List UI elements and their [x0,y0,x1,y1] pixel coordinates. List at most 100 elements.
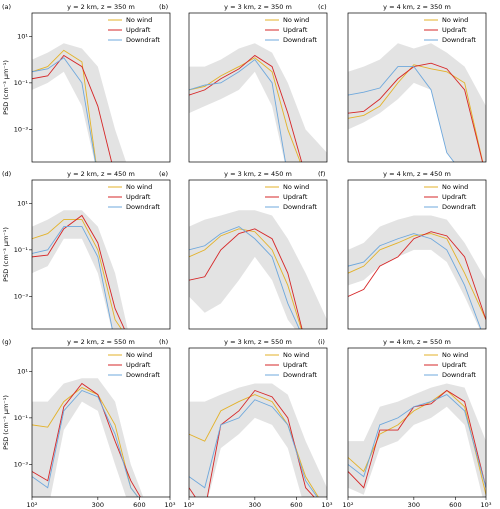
y-axis-label: PSD (cm⁻³ µm⁻¹) [2,227,10,282]
series-line [348,394,486,488]
plot-area [348,383,486,497]
y-tick-label: 10¹ [17,32,28,40]
series-line [32,389,139,497]
x-tick-label: 10³ [322,501,333,509]
x-tick-label: 300 [408,501,420,509]
series-line [32,49,97,162]
x-tick-label: 600 [133,501,145,509]
panel-title: y = 3 km, z = 350 m [224,3,292,11]
axes-frame [31,347,171,498]
y-tick-label: 10⁻³ [14,125,29,133]
plot-area [189,383,327,497]
panel-title: y = 2 km, z = 350 m [67,3,135,11]
range-band [32,43,127,162]
panel: (b) y = 3 km, z = 350 m No wind Updraft Down… [159,3,328,163]
series-line [348,233,486,320]
panel: (f) y = 4 km, z = 450 m No wind Updraft Down… [318,170,487,330]
axes-frame [347,12,487,163]
series-line [32,214,125,329]
panel-label: (g) [2,338,11,346]
panel: (e) y = 3 km, z = 450 m No wind Updraft Down… [159,170,328,330]
panel-label: (f) [318,170,325,178]
panel: 10² 300 600 10³ (h) y = 3 km, z = 550 m No win… [159,338,333,509]
series-line [32,219,122,329]
x-tick-label: 600 [290,501,302,509]
series-line [32,226,113,329]
x-tick-label: 10² [343,501,354,509]
legend-label: No wind [442,16,468,24]
legend-label: Downdraft [442,371,476,379]
panel-title: y = 4 km, z = 550 m [383,338,451,346]
plot-area [189,43,327,162]
series-line [348,66,455,162]
legend-label: Updraft [442,26,467,34]
x-tick-label: 10² [27,501,38,509]
axes-frame [347,179,487,330]
legend-label: Updraft [126,361,151,369]
plot-area [32,378,144,497]
legend-label: Downdraft [283,36,317,44]
x-tick-label: 10³ [481,501,492,509]
range-band [189,43,327,162]
panel: 10¹ 10⁻¹ 10⁻³ 10² 300 600 10³ (g) y = 2 km, z = … [2,338,176,509]
panel: 10¹ 10⁻¹ 10⁻³ (d) y = 2 km, z = 450 m PSD (cm… [2,170,171,330]
y-tick-label: 10⁻³ [14,460,29,468]
series-line [348,233,482,329]
panel-label: (d) [2,170,11,178]
series-line [189,389,315,497]
y-axis-label: PSD (cm⁻³ µm⁻¹) [2,60,10,115]
series-line [32,57,96,162]
range-band [348,383,486,497]
panel-label: (h) [159,338,168,346]
panel-title: y = 4 km, z = 450 m [383,170,451,178]
series-line [189,394,319,497]
legend-label: No wind [283,351,309,359]
legend-label: No wind [126,351,152,359]
legend-label: Downdraft [442,203,476,211]
legend-label: No wind [283,16,309,24]
panel-label: (i) [318,338,325,346]
legend-label: No wind [126,16,152,24]
panel-label: (b) [159,3,168,11]
axes-frame [188,179,328,330]
legend-label: No wind [126,183,152,191]
plot-area [32,43,127,162]
plot-area [32,210,128,329]
axes-frame [188,12,328,163]
legend-label: Downdraft [126,371,160,379]
legend-label: Updraft [126,193,151,201]
legend-label: No wind [442,351,468,359]
panel-title: y = 3 km, z = 550 m [224,338,292,346]
axes-frame [31,179,171,330]
panel-label: (e) [159,170,168,178]
panel-title: y = 2 km, z = 550 m [67,338,135,346]
legend-label: Updraft [442,193,467,201]
range-band [348,43,486,162]
y-tick-label: 10¹ [17,367,28,375]
y-tick-label: 10⁻¹ [14,414,29,422]
series-line [189,228,303,329]
panel: 10² 300 600 10³ (i) y = 4 km, z = 550 m No win… [318,338,492,509]
y-axis-label: PSD (cm⁻³ µm⁻¹) [2,395,10,450]
series-line [32,54,113,162]
legend-label: Downdraft [126,36,160,44]
x-tick-label: 600 [449,501,461,509]
legend-label: Downdraft [442,36,476,44]
legend-label: Updraft [126,26,151,34]
legend-label: Updraft [283,193,308,201]
range-band [189,383,327,497]
panel: 10¹ 10⁻¹ 10⁻³ (a) y = 2 km, z = 350 m PSD (cm… [2,3,171,163]
x-tick-label: 300 [92,501,104,509]
axes-frame [347,347,487,498]
x-tick-label: 10³ [165,501,176,509]
series-line [189,226,300,329]
series-line [348,64,484,162]
panel-label: (a) [2,3,11,11]
plot-area [189,210,327,329]
panel: (c) y = 4 km, z = 350 m No wind Updraft Down… [318,3,487,163]
axes-frame [31,12,171,163]
range-band [32,210,128,329]
legend-label: Updraft [283,361,308,369]
series-line [189,228,302,329]
